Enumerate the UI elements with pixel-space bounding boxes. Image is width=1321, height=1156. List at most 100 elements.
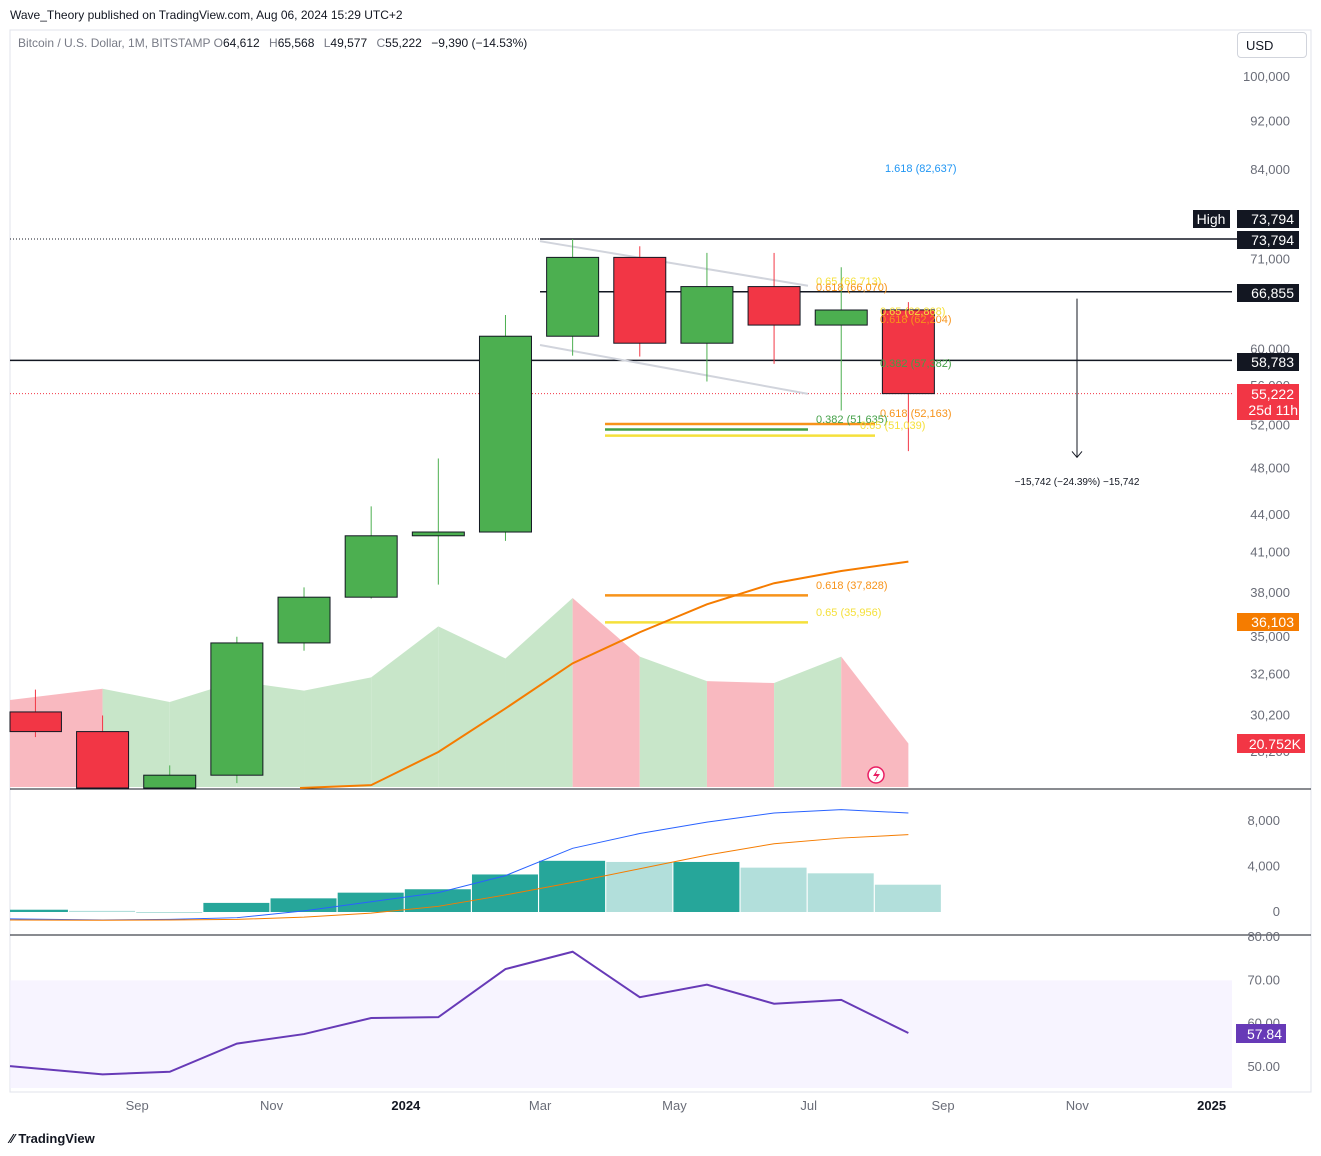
time-axis-tick: Sep (931, 1098, 954, 1113)
candle-body (9, 711, 62, 733)
macd-histogram-bar (740, 867, 807, 912)
chart-frame (9, 29, 1312, 1093)
candle-2024-08 (881, 302, 935, 452)
volume-area (505, 598, 573, 787)
time-axis-tick: 2024 (391, 1098, 421, 1113)
fib-annotation: 0.65 (62,868) (880, 306, 945, 318)
fib-annotation: 0.618 (62,204) (880, 314, 952, 326)
candle-body (344, 535, 398, 598)
candle-body (143, 774, 197, 789)
candle-2023-11 (277, 587, 331, 651)
macd-histogram-bar (270, 898, 337, 912)
rsi-axis-tick: 80.00 (1247, 929, 1280, 944)
time-axis-tick: 2025 (1197, 1098, 1226, 1113)
fib-annotation: 0.65 (35,956) (816, 607, 881, 619)
price-axis-tick: 30,200 (1250, 707, 1290, 722)
macd-signal-line (9, 834, 909, 921)
rsi-line (9, 950, 909, 1076)
publisher-line: Wave_Theory published on TradingView.com… (10, 8, 403, 22)
price-axis-tick: 48,000 (1250, 460, 1290, 475)
candle-body (76, 731, 130, 789)
fib-annotation: 0.382 (57,382) (880, 358, 952, 370)
tradingview-brand[interactable]: ⁄⁄ TradingView (10, 1131, 95, 1146)
candle-2024-05 (680, 252, 734, 382)
fib-annotation: 0.65 (66,713) (816, 276, 881, 288)
upper-trendline (539, 240, 809, 287)
macd-histogram-bar (807, 873, 874, 912)
macd-histogram-bar (69, 910, 136, 912)
candle-body (814, 309, 868, 326)
candle-body (747, 286, 801, 326)
candle-body (277, 596, 331, 644)
candle-body (613, 256, 667, 344)
rsi-band (10, 980, 1232, 1088)
bar-countdown: 25d 11h (1248, 402, 1298, 418)
close-label: C (376, 36, 386, 50)
candle-body (881, 309, 935, 395)
fib-annotation: 0.618 (52,163) (880, 408, 952, 420)
macd-histogram-bar (203, 902, 270, 912)
close-value: 55,222 (385, 36, 422, 50)
volume-area (304, 677, 372, 787)
candle-2024-02 (478, 314, 532, 541)
rsi-price-tag: 57.84 (1247, 1026, 1282, 1042)
candle-2023-07 (9, 689, 62, 738)
price-axis-tick: 100,000 (1243, 69, 1290, 84)
candle-body (680, 286, 734, 344)
support-price-tag-bg (1237, 353, 1299, 371)
volume-area (572, 598, 640, 787)
candle-2024-03 (546, 239, 600, 356)
fib-annotation: 0.618 (66,070) (816, 282, 888, 294)
price-axis-tick: 41,000 (1250, 544, 1290, 559)
measure-arrow-head (1071, 451, 1083, 459)
candle-2023-09 (143, 765, 197, 789)
ema-line (299, 560, 909, 789)
support-price-tag: 58,783 (1251, 354, 1294, 370)
volume-area (371, 626, 439, 787)
candle-2024-04 (613, 246, 667, 357)
price-axis-tick: 32,600 (1250, 667, 1290, 682)
candle-body (546, 256, 600, 337)
measure-label: −15,742 (−24.39%) −15,742 (1015, 477, 1140, 488)
time-axis-tick: Mar (529, 1098, 552, 1113)
macd-axis-tick: 0 (1273, 904, 1280, 919)
volume-area (841, 656, 909, 787)
high-price-tag: 73,794 (1251, 211, 1294, 227)
volume-area (639, 656, 707, 787)
macd-histogram-bar (673, 861, 740, 912)
candle-2023-08 (76, 715, 130, 789)
resistance-price-tag-bg (1237, 284, 1299, 302)
time-axis-tick: Nov (260, 1098, 284, 1113)
open-value: 64,612 (222, 36, 260, 50)
macd-axis-tick: 8,000 (1247, 813, 1280, 828)
high-value: 65,568 (277, 36, 315, 50)
price-axis-tick: 84,000 (1250, 162, 1290, 177)
macd-histogram-bar (136, 912, 203, 913)
macd-line (9, 809, 909, 921)
time-axis-tick: Sep (126, 1098, 149, 1113)
macd-histogram-bar (471, 874, 538, 912)
symbol-legend: Bitcoin / U.S. Dollar, 1M, BITSTAMP O64,… (18, 36, 533, 50)
price-axis-tick: 38,000 (1250, 585, 1290, 600)
volume-tag-bg (1237, 734, 1305, 753)
candle-body (210, 642, 264, 776)
candle-2024-06 (747, 252, 801, 364)
currency-button[interactable]: USD (1237, 32, 1307, 58)
resistance-price-tag: 66,855 (1251, 285, 1294, 301)
candle-body (411, 531, 465, 537)
high-tag-bg (1193, 210, 1230, 228)
candle-2024-07 (814, 267, 868, 411)
price-axis-tick: 71,000 (1250, 252, 1290, 267)
ath-price-tag-bg (1237, 231, 1299, 249)
ema-price-tag: 36,103 (1251, 614, 1294, 630)
high-label: H (269, 36, 278, 50)
candle-2023-12 (344, 506, 398, 599)
volume-area (438, 626, 506, 787)
macd-histogram-bar (874, 884, 941, 912)
price-axis-tick: 52,000 (1250, 418, 1290, 433)
fib-annotation: 0.382 (51,635) (816, 414, 888, 426)
macd-histogram-bar (606, 861, 673, 912)
time-axis-tick: Nov (1066, 1098, 1090, 1113)
candle-2023-10 (210, 636, 264, 784)
